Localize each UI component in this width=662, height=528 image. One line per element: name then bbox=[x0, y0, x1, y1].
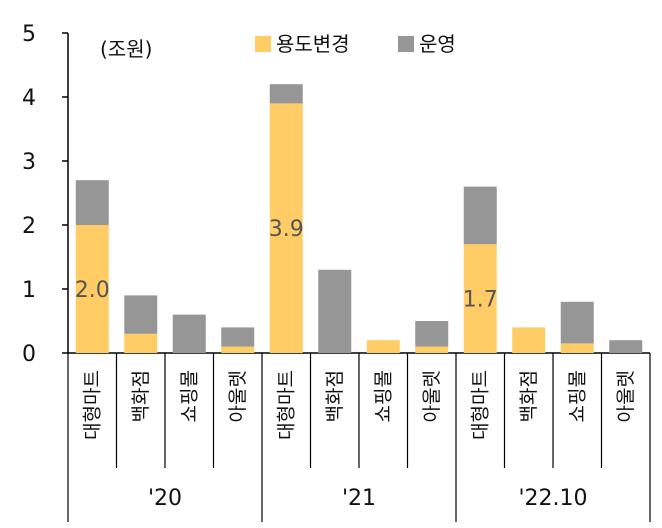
bar-conversion bbox=[463, 244, 497, 353]
bar-conversion bbox=[366, 340, 400, 353]
category-label: 백화점 bbox=[130, 370, 152, 422]
legend-label-conversion: 용도변경 bbox=[276, 32, 350, 56]
category-label: 백화점 bbox=[324, 370, 346, 422]
group-label: '20 bbox=[148, 486, 182, 511]
y-tick-label: 3 bbox=[22, 150, 36, 175]
bar-operation bbox=[463, 186, 497, 245]
category-label: 쇼핑몰 bbox=[566, 370, 588, 422]
data-labels: 2.0 3.9 1.7 bbox=[75, 217, 498, 312]
category-label: 아울렛 bbox=[615, 370, 637, 422]
group-label: '22.10 bbox=[518, 486, 587, 511]
category-label: 대형마트 bbox=[469, 370, 491, 440]
bar-conversion bbox=[415, 346, 449, 353]
bar-operation bbox=[221, 327, 255, 347]
data-label: 1.7 bbox=[463, 288, 498, 313]
bar-conversion bbox=[512, 327, 546, 353]
bar-conversion bbox=[221, 346, 255, 353]
category-label: 대형마트 bbox=[81, 370, 103, 440]
bar-operation bbox=[560, 301, 594, 344]
bar-conversion bbox=[75, 225, 109, 353]
bar-operation bbox=[172, 314, 206, 353]
category-label: 쇼핑몰 bbox=[178, 370, 200, 422]
bar-conversion bbox=[560, 343, 594, 353]
legend: 용도변경 운영 bbox=[255, 32, 456, 56]
group-label: '21 bbox=[342, 486, 376, 511]
category-label: 대형마트 bbox=[275, 370, 297, 440]
bar-conversion bbox=[124, 333, 158, 353]
unit-label: (조원) bbox=[100, 37, 152, 61]
category-label: 아울렛 bbox=[227, 370, 249, 422]
category-label: 아울렛 bbox=[421, 370, 443, 422]
bar-operation bbox=[75, 180, 109, 225]
y-tick-label: 1 bbox=[22, 278, 36, 303]
y-tick-label: 4 bbox=[22, 86, 36, 111]
y-tick-label: 2 bbox=[22, 214, 36, 239]
bar-operation bbox=[415, 321, 449, 347]
legend-swatch-operation bbox=[398, 36, 414, 52]
bar-conversion bbox=[269, 103, 303, 354]
data-label: 2.0 bbox=[75, 278, 110, 303]
y-tick-label: 0 bbox=[22, 342, 36, 367]
category-label: 백화점 bbox=[518, 370, 540, 422]
bars bbox=[75, 84, 643, 354]
bar-operation bbox=[124, 295, 158, 334]
y-tick-label: 5 bbox=[22, 22, 36, 47]
bar-operation bbox=[318, 269, 352, 353]
bar-operation bbox=[269, 84, 303, 104]
data-label: 3.9 bbox=[269, 217, 304, 242]
category-label: 쇼핑몰 bbox=[372, 370, 394, 422]
legend-label-operation: 운영 bbox=[419, 32, 456, 56]
axes: 0 1 2 3 4 5 대형마트 백화점 쇼핑몰 아울렛 '20 대형마트 백화점 쇼핑몰 아울렛 '21 대형… bbox=[22, 22, 651, 522]
bar-operation bbox=[609, 340, 643, 353]
legend-swatch-conversion bbox=[255, 36, 271, 52]
